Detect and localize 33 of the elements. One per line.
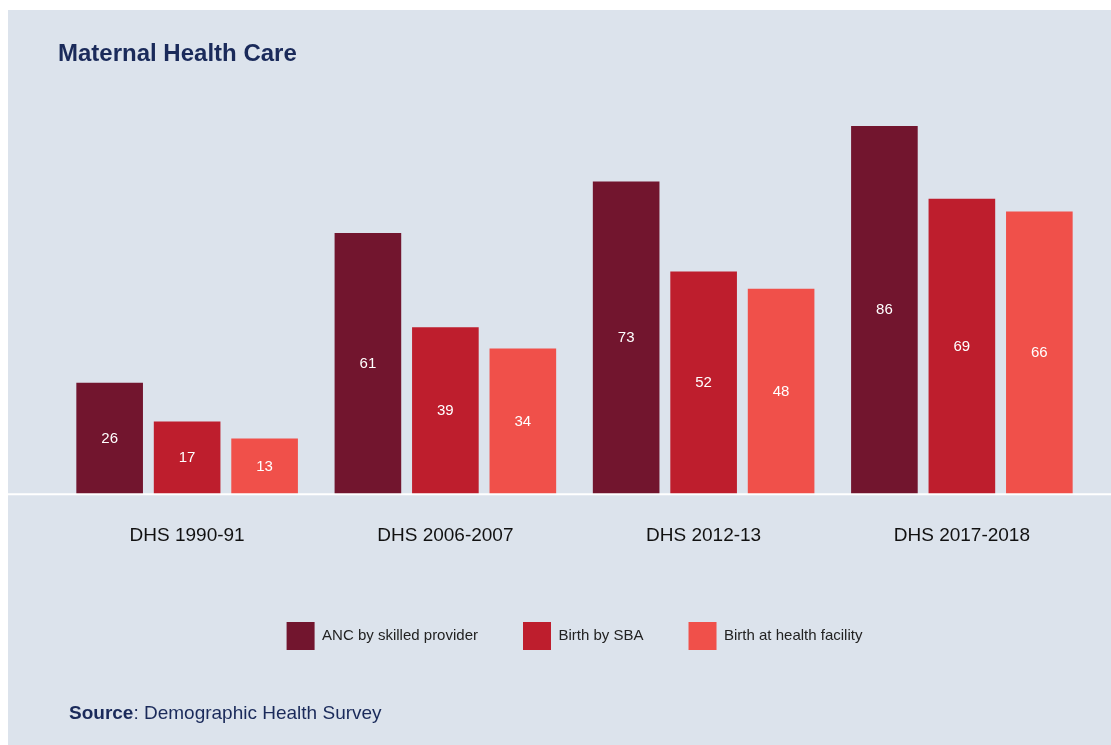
data-label: 73 <box>617 328 635 346</box>
data-label: 66 <box>1031 343 1048 361</box>
data-label: 52 <box>695 373 712 390</box>
legend-label: ANC by skilled provider <box>322 626 478 644</box>
data-label: 26 <box>101 428 118 446</box>
bar <box>334 232 402 495</box>
data-label: 34 <box>514 411 532 429</box>
bar <box>153 421 221 495</box>
chart-title: Maternal Health Care <box>58 39 297 67</box>
data-label: 48 <box>772 381 790 399</box>
data-label: 61 <box>359 353 377 371</box>
bar <box>592 181 660 495</box>
bar <box>1006 211 1073 495</box>
x-tick-label: DHS 2006-2007 <box>377 523 514 545</box>
source-note: Source: Demographic Health Survey <box>69 702 382 724</box>
bar <box>231 438 298 495</box>
x-tick-label: DHS 2017-2018 <box>893 523 1031 545</box>
data-label: 69 <box>953 336 971 354</box>
legend-label: Birth by SBA <box>558 626 644 644</box>
bar <box>412 327 479 495</box>
data-label: 86 <box>876 300 893 318</box>
bar <box>76 382 143 495</box>
x-tick-label: DHS 2012-13 <box>646 523 762 545</box>
bar <box>851 125 918 495</box>
bar <box>747 288 815 495</box>
legend-label: Birth at health facility <box>724 626 863 644</box>
data-label: 39 <box>437 400 454 418</box>
bar <box>670 271 737 495</box>
data-label: 17 <box>178 447 196 465</box>
data-label: 13 <box>256 456 273 474</box>
bar <box>928 198 996 495</box>
bar <box>489 348 557 495</box>
x-tick-label: DHS 1990-91 <box>129 523 245 545</box>
